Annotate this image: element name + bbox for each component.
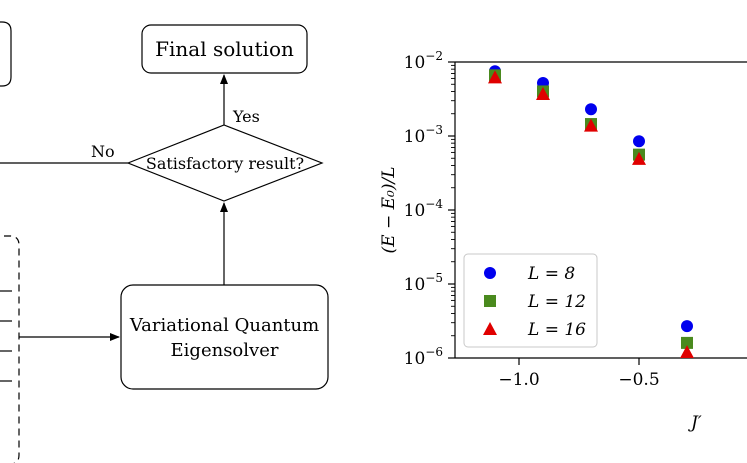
data-point-circle (633, 135, 645, 148)
data-point-circle (585, 103, 597, 116)
data-point-triangle (632, 151, 646, 165)
x-axis-label: J′ (688, 413, 702, 433)
y-tick-label: 10−3 (404, 123, 443, 147)
y-tick-label: 10−5 (404, 271, 443, 295)
vqe-label-line1: Variational Quantum (129, 315, 319, 336)
legend-marker-square (484, 295, 496, 307)
yes-label: Yes (232, 107, 260, 126)
y-tick-label: 10−6 (404, 345, 443, 369)
y-tick-label: 10−2 (404, 49, 443, 73)
partial-box-top-left (0, 21, 12, 87)
vqe-box (120, 284, 329, 390)
data-point-triangle (680, 345, 694, 358)
final-solution-box (141, 24, 308, 74)
y-tick-label: 10−4 (404, 197, 444, 221)
legend-marker-circle (484, 267, 496, 279)
x-axis-ticks: −1.0 −0.5 (498, 358, 660, 390)
chart: 10−2 10−3 10−4 10−5 10−6 −1.0 −0.5 (E − E₀)/L… (379, 49, 747, 433)
legend-label: L = 8 (527, 264, 575, 284)
decision-diamond (126, 124, 324, 202)
vqe-label-line2: Eigensolver (171, 340, 279, 361)
data-point-triangle (584, 118, 598, 132)
y-axis-label: (E − E₀)/L (379, 167, 399, 254)
data-points (488, 65, 694, 358)
legend: L = 8 L = 12 L = 16 (463, 253, 598, 348)
data-point-triangle (536, 86, 550, 100)
data-point-circle (681, 320, 693, 333)
legend-label: L = 12 (527, 292, 586, 312)
x-tick-label: −0.5 (618, 370, 659, 390)
legend-marker-triangle (483, 322, 497, 335)
legend-label: L = 16 (527, 320, 586, 340)
legend-frame (463, 253, 598, 348)
dashed-partial-box (0, 235, 20, 463)
no-label: No (91, 142, 115, 161)
final-solution-label: Final solution (155, 37, 294, 61)
y-axis-ticks: 10−2 10−3 10−4 10−5 10−6 (404, 49, 455, 369)
decision-label: Satisfactory result? (146, 154, 304, 173)
flowchart: Final solution Yes Satisfactory result? … (0, 21, 329, 463)
x-tick-label: −1.0 (498, 370, 539, 390)
data-point-square (681, 336, 693, 349)
data-point-triangle (488, 70, 502, 84)
